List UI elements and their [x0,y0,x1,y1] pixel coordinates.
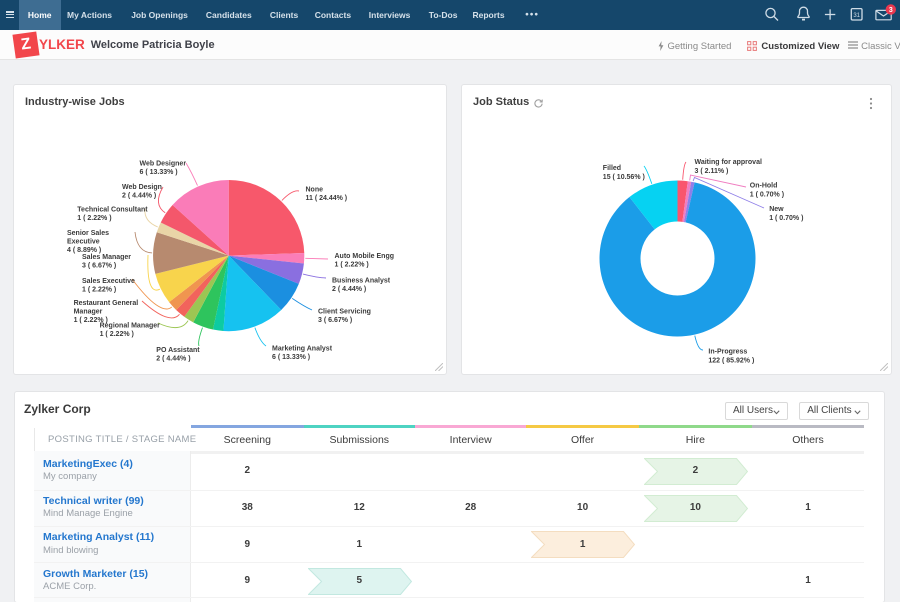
svg-text:Senior Sales: Senior Sales [67,230,109,237]
svg-text:Marketing Analyst: Marketing Analyst [272,345,333,352]
svg-text:31: 31 [853,13,860,19]
svg-text:3: 3 [889,7,893,14]
svg-text:New: New [769,206,784,213]
svg-text:Auto Mobile Engg: Auto Mobile Engg [335,253,395,260]
svg-text:3 ( 6.67% ): 3 ( 6.67% ) [82,262,116,269]
svg-text:122 ( 85.92% ): 122 ( 85.92% ) [708,358,754,365]
svg-text:Restaurant General: Restaurant General [74,300,139,307]
svg-text:In-Progress: In-Progress [708,349,747,356]
svg-text:Web Designer: Web Designer [140,160,187,167]
svg-text:3 ( 2.11% ): 3 ( 2.11% ) [695,168,729,175]
svg-text:Sales Manager: Sales Manager [82,254,131,261]
svg-text:None: None [306,187,324,194]
svg-text:11 ( 24.44% ): 11 ( 24.44% ) [306,195,348,202]
svg-text:1 ( 0.70% ): 1 ( 0.70% ) [769,215,803,222]
svg-text:1 ( 2.22% ): 1 ( 2.22% ) [74,317,108,324]
svg-text:6 ( 13.33% ): 6 ( 13.33% ) [272,354,310,361]
svg-text:Client Servicing: Client Servicing [318,308,371,315]
svg-text:Regional Manager: Regional Manager [100,323,161,330]
svg-text:Technical Consultant: Technical Consultant [77,207,148,214]
svg-text:Executive: Executive [67,238,100,245]
svg-text:1 ( 2.22% ): 1 ( 2.22% ) [100,331,134,338]
svg-text:3 ( 6.67% ): 3 ( 6.67% ) [318,317,352,324]
svg-text:2 ( 4.44% ): 2 ( 4.44% ) [332,286,366,293]
svg-text:On-Hold: On-Hold [750,183,778,190]
svg-text:1 ( 2.22% ): 1 ( 2.22% ) [335,261,369,268]
svg-text:Sales Executive: Sales Executive [82,278,135,285]
svg-text:PO Assistant: PO Assistant [156,347,200,354]
svg-text:Waiting for approval: Waiting for approval [695,159,762,166]
svg-text:1 ( 2.22% ): 1 ( 2.22% ) [77,215,111,222]
svg-text:1 ( 2.22% ): 1 ( 2.22% ) [82,286,116,293]
svg-text:4 ( 8.89% ): 4 ( 8.89% ) [67,247,101,254]
svg-text:Manager: Manager [74,308,103,315]
svg-text:Business Analyst: Business Analyst [332,277,391,284]
svg-text:1 ( 0.70% ): 1 ( 0.70% ) [750,192,784,199]
svg-text:2 ( 4.44% ): 2 ( 4.44% ) [122,192,156,199]
svg-text:Web Design: Web Design [122,184,162,191]
svg-text:Filled: Filled [603,165,621,172]
svg-text:2 ( 4.44% ): 2 ( 4.44% ) [156,355,190,362]
svg-text:15 ( 10.56% ): 15 ( 10.56% ) [603,174,645,181]
svg-text:6 ( 13.33% ): 6 ( 13.33% ) [140,169,178,176]
